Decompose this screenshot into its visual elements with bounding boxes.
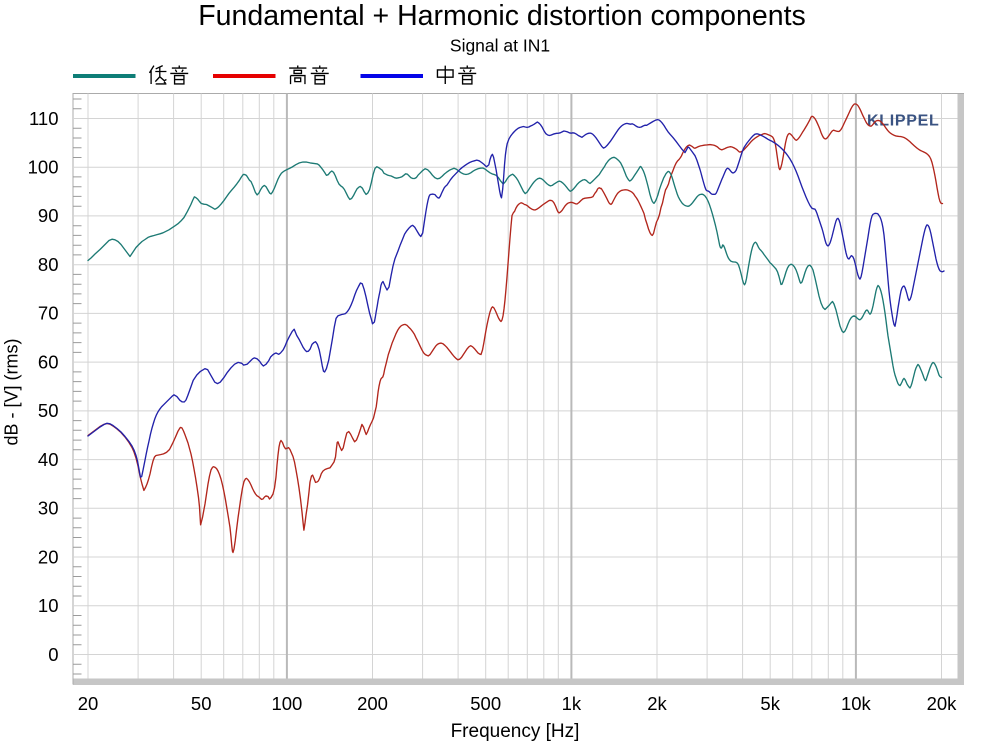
svg-text:dB - [V] (rms): dB - [V] (rms) — [2, 339, 22, 446]
svg-text:20k: 20k — [927, 693, 958, 714]
svg-text:100: 100 — [271, 693, 302, 714]
svg-text:0: 0 — [48, 644, 58, 665]
svg-text:20: 20 — [38, 546, 59, 567]
svg-text:5k: 5k — [760, 693, 780, 714]
svg-text:1k: 1k — [562, 693, 582, 714]
svg-text:500: 500 — [470, 693, 501, 714]
svg-text:50: 50 — [191, 693, 212, 714]
svg-text:10: 10 — [38, 595, 59, 616]
svg-text:10k: 10k — [841, 693, 872, 714]
svg-text:KLIPPEL: KLIPPEL — [867, 113, 939, 130]
svg-text:30: 30 — [38, 498, 59, 519]
svg-text:200: 200 — [357, 693, 388, 714]
svg-text:110: 110 — [29, 108, 59, 129]
svg-text:Frequency [Hz]: Frequency [Hz] — [451, 721, 580, 742]
svg-text:60: 60 — [38, 351, 59, 372]
svg-text:100: 100 — [28, 157, 59, 178]
svg-text:50: 50 — [38, 400, 59, 421]
svg-text:Fundamental + Harmonic distort: Fundamental + Harmonic distortion compon… — [198, 0, 806, 32]
svg-text:90: 90 — [38, 205, 59, 226]
svg-text:Signal at IN1: Signal at IN1 — [450, 36, 550, 56]
svg-text:40: 40 — [38, 449, 59, 470]
svg-text:80: 80 — [38, 254, 59, 275]
svg-text:70: 70 — [38, 303, 59, 324]
svg-text:2k: 2k — [647, 693, 667, 714]
svg-text:20: 20 — [78, 693, 99, 714]
